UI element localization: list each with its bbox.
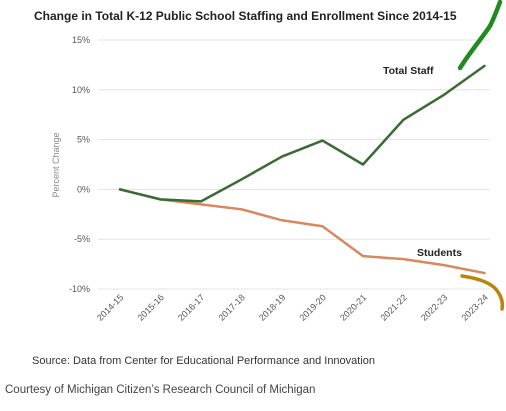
y-axis-title: Percent Change xyxy=(51,132,61,197)
series-labels: Total Staff Students xyxy=(383,65,462,259)
total-staff-label: Total Staff xyxy=(383,65,434,77)
x-axis-ticks: 2014-15 2015-16 2016-17 2017-18 2018-19 2019-… xyxy=(95,292,490,322)
source-note: Source: Data from Center for Educational… xyxy=(32,355,376,367)
x-tick-label: 2017-18 xyxy=(216,292,246,322)
green-marker-annotation xyxy=(457,0,503,71)
x-tick-label: 2020-21 xyxy=(338,292,368,322)
students-line xyxy=(118,188,486,275)
y-tick-label: 15% xyxy=(72,35,90,45)
x-tick-label: 2023-24 xyxy=(459,292,489,322)
students-label: Students xyxy=(417,247,462,259)
y-tick-label: -5% xyxy=(74,234,90,244)
y-axis-ticks: 15% 10% 5% 0% -5% -10% xyxy=(69,35,90,294)
courtesy-note: Courtesy of Michigan Citizen’s Research … xyxy=(5,384,316,396)
x-tick-label: 2022-23 xyxy=(419,292,449,322)
y-tick-label: 10% xyxy=(72,85,90,95)
x-tick-label: 2015-16 xyxy=(135,292,165,322)
series-lines xyxy=(118,64,486,275)
x-tick-label: 2021-22 xyxy=(378,292,408,322)
gold-marker-annotation xyxy=(460,274,505,311)
total-staff-line xyxy=(118,64,486,203)
y-tick-label: 5% xyxy=(77,135,90,145)
x-tick-label: 2014-15 xyxy=(95,292,125,322)
chart-title: Change in Total K-12 Public School Staff… xyxy=(34,9,457,23)
gridlines xyxy=(98,39,490,290)
y-tick-label: -10% xyxy=(69,284,90,294)
x-tick-label: 2018-19 xyxy=(257,292,287,322)
x-tick-label: 2019-20 xyxy=(297,292,327,322)
y-tick-label: 0% xyxy=(77,184,90,194)
x-tick-label: 2016-17 xyxy=(176,292,206,322)
